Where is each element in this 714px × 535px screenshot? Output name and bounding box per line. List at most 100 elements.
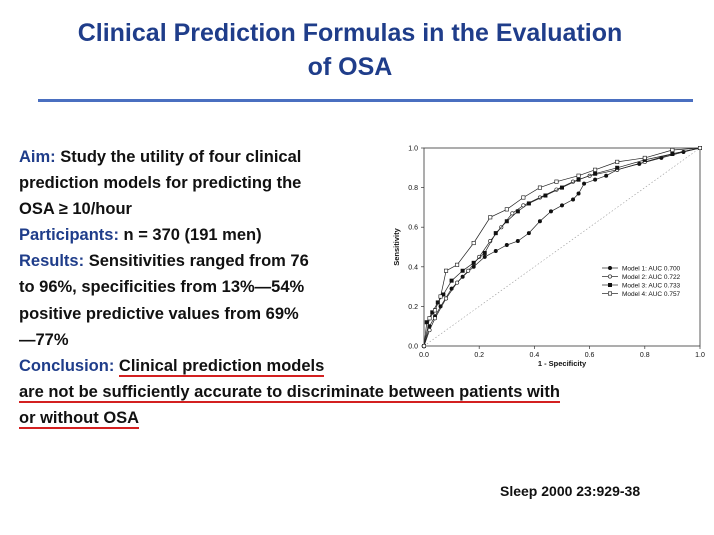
data-point-model-3: [424, 320, 429, 325]
title-line-1: Clinical Prediction Formulas in the Eval…: [77, 19, 623, 47]
data-point-model-3: [576, 177, 581, 182]
data-point-model-2: [510, 211, 515, 216]
legend-entry: Model 2: AUC 0.722: [622, 274, 681, 281]
aim-line-3: OSA ≥ 10/hour: [19, 200, 132, 219]
data-point-model-3: [526, 201, 531, 206]
x-axis-label: 1 - Specificity: [538, 359, 587, 368]
legend-swatch-marker: [608, 291, 613, 296]
title-line-2: of OSA: [307, 53, 393, 81]
x-tick-label: 0.4: [530, 352, 540, 359]
data-point-model-4: [488, 215, 493, 220]
data-point-model-1: [548, 209, 553, 214]
aim-text-1: Study the utility of four clinical: [55, 148, 302, 166]
data-point-model-3: [515, 209, 520, 214]
data-point-model-3: [543, 193, 548, 198]
data-point-model-4: [642, 155, 647, 160]
data-point-model-4: [421, 344, 426, 349]
roc-chart: 0.0 0.2 0.4 0.6 0.8 1.0 0.0 0.2 0.4 0.6 0.8 1.0 1 -…: [392, 146, 705, 369]
data-point-model-4: [537, 185, 542, 190]
data-point-model-4: [471, 241, 476, 246]
data-point-model-4: [593, 167, 598, 172]
results-line-4: —77%: [19, 330, 69, 349]
conclusion-line-1: Conclusion: Clinical prediction models: [19, 353, 714, 379]
results-text-1: Sensitivities ranged from 76: [84, 252, 309, 271]
y-tick-label: 0.4: [408, 264, 418, 271]
data-point-model-4: [433, 308, 438, 313]
y-axis-label: Sensitivity: [392, 227, 401, 265]
slide-title: Clinical Prediction Formulas in the Eval…: [30, 16, 670, 84]
legend-swatch-marker: [608, 283, 613, 288]
legend-entry: Model 1: AUC 0.700: [622, 265, 681, 272]
plot-frame: [423, 147, 701, 347]
results-line-1: Results: Sensitivities ranged from 76: [19, 248, 714, 274]
axis-ticks: 0.0 0.2 0.4 0.6 0.8 1.0 0.0 0.2 0.4 0.6 0.8 1.0: [408, 146, 705, 360]
data-point-model-4: [455, 262, 460, 267]
data-point-model-3: [471, 260, 476, 265]
data-point-model-1: [560, 203, 565, 208]
results-label: Results:: [19, 252, 85, 271]
legend-swatch-marker: [608, 274, 613, 279]
title-divider: [38, 99, 693, 102]
x-tick-label: 0.0: [419, 352, 429, 359]
participants-label: Participants:: [19, 226, 119, 245]
participants-line: Participants: n = 370 (191 men): [19, 222, 714, 248]
data-point-model-2: [466, 268, 471, 273]
series-line-model-1: [423, 147, 701, 347]
series-line-model-2: [423, 147, 701, 347]
reference-diagonal: [423, 147, 701, 347]
x-tick-label: 0.6: [585, 352, 595, 359]
x-tick-label: 1.0: [695, 352, 705, 359]
data-point-model-1: [593, 177, 598, 182]
chart-legend: Model 1: AUC 0.700 Model 2: AUC 0.722 Mode…: [602, 265, 681, 298]
data-point-model-2: [444, 296, 449, 301]
data-point-model-4: [670, 147, 675, 152]
conclusion-text-3: or without OSA: [19, 408, 140, 429]
data-point-model-3: [482, 250, 487, 255]
data-point-model-1: [582, 181, 587, 186]
data-point-model-2: [455, 280, 460, 285]
results-line-2: to 96%, specificities from 13%—54%: [19, 278, 305, 297]
data-point-model-4: [444, 268, 449, 273]
data-point-model-1: [537, 219, 542, 224]
data-point-model-3: [670, 151, 675, 156]
data-point-model-3: [493, 231, 498, 236]
data-point-model-3: [593, 171, 598, 176]
data-point-model-4: [576, 173, 581, 178]
aim-line-1: Aim: Study the utility of four clinical: [19, 144, 714, 170]
data-point-model-1: [515, 239, 520, 244]
data-point-model-3: [615, 165, 620, 170]
data-point-model-4: [521, 195, 526, 200]
series-layer: [421, 146, 702, 349]
aim-label: Aim:: [19, 148, 56, 166]
data-point-model-4: [438, 294, 443, 299]
data-point-model-1: [482, 254, 487, 259]
data-point-model-1: [504, 243, 509, 248]
slide-body: Aim: Study the utility of four clinical …: [19, 144, 714, 431]
data-point-model-4: [427, 316, 432, 321]
conclusion-text-1: Clinical prediction models: [118, 356, 325, 377]
y-tick-label: 0.2: [408, 304, 418, 311]
data-point-model-1: [571, 197, 576, 202]
series-line-model-4: [423, 147, 701, 347]
data-point-model-3: [449, 278, 454, 283]
aim-line-2: prediction models for predicting the: [19, 174, 302, 193]
data-point-model-3: [460, 268, 465, 273]
conclusion-text-2: are not be sufficiently accurate to disc…: [19, 382, 560, 403]
y-tick-label: 0.6: [408, 225, 418, 232]
data-point-model-2: [427, 328, 432, 333]
x-tick-label: 0.2: [474, 352, 484, 359]
conclusion-label: Conclusion:: [19, 356, 115, 375]
data-point-model-1: [576, 191, 581, 196]
data-point-model-1: [604, 173, 609, 178]
participants-text: n = 370 (191 men): [118, 226, 262, 245]
data-point-model-3: [560, 185, 565, 190]
legend-swatch-marker: [608, 266, 613, 271]
data-point-model-1: [471, 264, 476, 269]
data-point-model-4: [615, 159, 620, 164]
y-tick-label: 1.0: [408, 146, 418, 153]
legend-entry: Model 4: AUC 0.757: [622, 291, 681, 298]
data-point-model-2: [477, 254, 482, 259]
data-point-model-4: [504, 207, 509, 212]
x-tick-label: 0.8: [640, 352, 650, 359]
data-point-model-1: [493, 248, 498, 253]
